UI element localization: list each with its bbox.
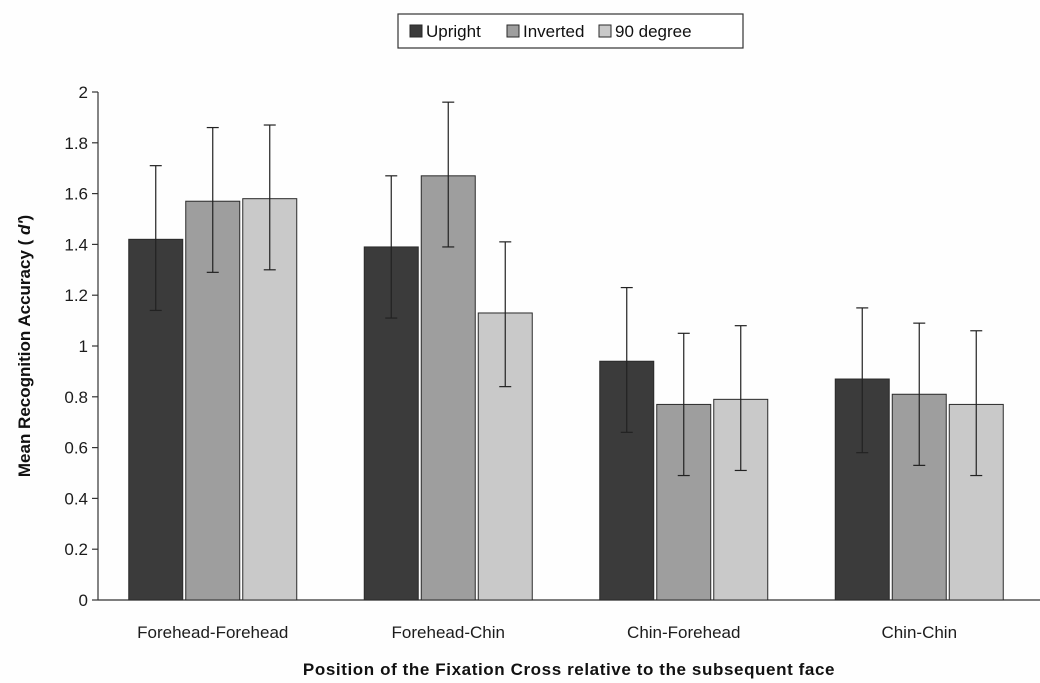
legend-swatch	[506, 24, 520, 38]
y-tick-label: 1.2	[64, 286, 88, 305]
x-category-label: Forehead-Chin	[392, 623, 505, 642]
y-tick-label: 0	[79, 591, 88, 610]
legend-box	[397, 13, 744, 49]
legend: Upright Inverted 90 degree	[397, 13, 744, 49]
legend-label: Upright	[426, 22, 481, 41]
x-category-label: Forehead-Forehead	[137, 623, 288, 642]
y-tick-label: 1.4	[64, 235, 88, 254]
y-tick-label: 1.6	[64, 185, 88, 204]
y-tick-label: 1.8	[64, 134, 88, 153]
legend-label: 90 degree	[615, 22, 692, 41]
y-tick-label: 0.2	[64, 540, 88, 559]
y-axis-title: Mean Recognition Accuracy ( d')	[15, 215, 34, 477]
x-category-label: Chin-Chin	[881, 623, 957, 642]
x-category-label: Chin-Forehead	[627, 623, 740, 642]
legend-swatch	[598, 24, 612, 38]
y-tick-label: 2	[79, 83, 88, 102]
x-axis-title: Position of the Fixation Cross relative …	[303, 660, 835, 679]
legend-swatch	[409, 24, 423, 38]
legend-label: Inverted	[523, 22, 584, 41]
y-tick-label: 0.4	[64, 489, 88, 508]
y-tick-label: 1	[79, 337, 88, 356]
y-tick-label: 0.6	[64, 439, 88, 458]
y-tick-label: 0.8	[64, 388, 88, 407]
